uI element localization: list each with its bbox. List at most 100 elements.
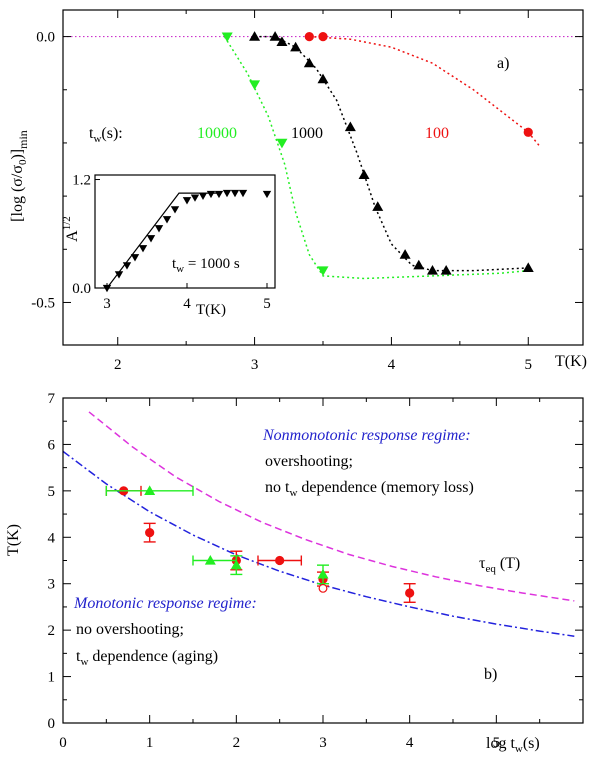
series-label-1000: 1000 <box>291 125 323 142</box>
curve-tau_eq <box>88 411 575 602</box>
y-tick-label: 0 <box>48 716 56 732</box>
mono-line1: no overshooting; <box>76 621 184 638</box>
nonmono-title: Nonmonotonic response regime: <box>262 427 471 444</box>
inset-x-tick-label: 3 <box>103 296 111 312</box>
y-tick-label: 2 <box>48 623 56 639</box>
inset-x-tick-label: 5 <box>263 296 271 312</box>
y-tick-label: 4 <box>48 530 56 546</box>
inset-frame <box>94 174 276 289</box>
inset-data-point <box>198 192 208 200</box>
panel-b-ylabel: T(K) <box>5 524 22 556</box>
data-point-10000 <box>317 266 329 277</box>
data-point-1000 <box>440 265 452 275</box>
inset-data-point <box>182 197 192 205</box>
inset-data-point <box>122 262 132 270</box>
inset-ylabel: A1/2 <box>61 216 81 242</box>
data-point-1000 <box>276 36 288 47</box>
data-point-green-triangles <box>144 485 156 495</box>
nonmono-line1: overshooting; <box>265 453 353 470</box>
panel-a-ylabel: [log (σ/σ0)]min <box>9 130 30 222</box>
inset-data-point <box>238 189 248 198</box>
x-tick-label: 4 <box>388 357 396 373</box>
data-point-green-triangles <box>204 555 216 565</box>
y-tick-label: 7 <box>48 391 56 407</box>
x-tick-label: 5 <box>493 735 501 751</box>
svg-text:T(K): T(K) <box>5 524 22 556</box>
data-point-1000 <box>372 201 384 211</box>
panel-a-label: a) <box>497 55 509 72</box>
inset-data-points <box>102 189 272 293</box>
inset-data-point <box>138 245 148 253</box>
mono-line2: tw dependence (aging) <box>76 648 218 668</box>
x-tick-label: 5 <box>525 357 533 373</box>
svg-text:A1/2: A1/2 <box>61 216 81 242</box>
inset-annotation: tw = 1000 s <box>172 256 240 275</box>
data-point-1000 <box>290 41 302 52</box>
series-label-100: 100 <box>425 125 449 142</box>
inset-data-point <box>154 225 164 233</box>
inset-data-point <box>146 235 156 243</box>
data-point-1000 <box>344 121 356 132</box>
panel-a-data-points <box>221 31 534 277</box>
fit-curve-10000 <box>223 36 529 280</box>
data-point-10000 <box>249 80 261 90</box>
data-point-10000 <box>276 138 288 149</box>
inset-data-point <box>130 254 140 262</box>
data-point-100 <box>523 127 533 137</box>
x-tick-label: 2 <box>233 735 241 751</box>
x-tick-label: 3 <box>319 735 327 751</box>
y-tick-label: 5 <box>48 484 56 500</box>
data-point-100 <box>318 31 328 42</box>
tw-prefix-label: tw(s): <box>89 125 123 145</box>
data-point-1000 <box>399 249 411 259</box>
inset-chart: 3 4 5 0.0 1.2 A1/2 T(K) tw = 1000 s <box>61 173 276 318</box>
inset-data-point <box>222 189 232 198</box>
y-tick-label: 6 <box>48 437 56 453</box>
panel-a-ticks: 2 3 4 5 0.0 -0.5 <box>31 10 583 373</box>
x-tick-label: 4 <box>406 735 414 751</box>
panel-b-label: b) <box>484 666 497 683</box>
data-point-100 <box>304 31 314 42</box>
inset-data-point <box>170 206 180 214</box>
inset-data-point <box>262 190 272 199</box>
series-label-10000: 10000 <box>197 125 237 142</box>
data-point-1000 <box>522 262 534 273</box>
panel-b: 0 1 2 3 4 5 0 1 2 3 4 5 6 7 T(K) log tw(s) b) τeq (T)… <box>5 391 584 755</box>
data-point-green-triangles <box>317 568 329 579</box>
data-point-10000 <box>221 32 233 43</box>
data-point-red-circles <box>145 528 155 538</box>
data-point-1000 <box>249 31 261 41</box>
inset-fit-line <box>106 192 219 289</box>
fit-curve-1000 <box>254 35 529 272</box>
data-point-open-circle <box>318 583 328 593</box>
panel-b-data-points <box>105 485 416 603</box>
data-point-1000 <box>269 31 281 41</box>
data-point-red-circles <box>405 588 415 598</box>
data-point-green-triangles <box>230 559 242 570</box>
inset-data-point <box>162 216 172 224</box>
data-point-1000 <box>413 259 425 270</box>
tau-eq-label: τeq (T) <box>479 555 520 575</box>
inset-y-tick-label: 1.2 <box>72 173 91 189</box>
x-tick-label: 3 <box>251 357 259 373</box>
inset-data-point <box>214 190 224 199</box>
data-point-red-circles <box>275 555 285 566</box>
panel-a-xlabel: T(K) <box>555 353 587 370</box>
x-tick-label: 0 <box>59 735 67 751</box>
inset-y-tick-label: 0.0 <box>72 281 91 297</box>
inset-data-point <box>190 194 200 202</box>
inset-fit-line <box>106 192 219 289</box>
inset-data-point <box>206 190 216 199</box>
y-tick-label: 3 <box>48 577 56 593</box>
data-point-1000 <box>426 265 438 275</box>
data-point-1000 <box>303 57 315 68</box>
inset-x-tick-label: 4 <box>183 296 191 312</box>
inset-xlabel: T(K) <box>196 302 226 318</box>
mono-title: Monotonic response regime: <box>73 595 257 612</box>
panel-b-xlabel: log tw(s) <box>486 735 540 755</box>
data-point-1000 <box>358 169 370 179</box>
x-tick-label: 2 <box>114 357 122 373</box>
y-tick-label: -0.5 <box>31 295 55 311</box>
panel-b-ticks: 0 1 2 3 4 5 0 1 2 3 4 5 6 7 <box>48 391 583 751</box>
